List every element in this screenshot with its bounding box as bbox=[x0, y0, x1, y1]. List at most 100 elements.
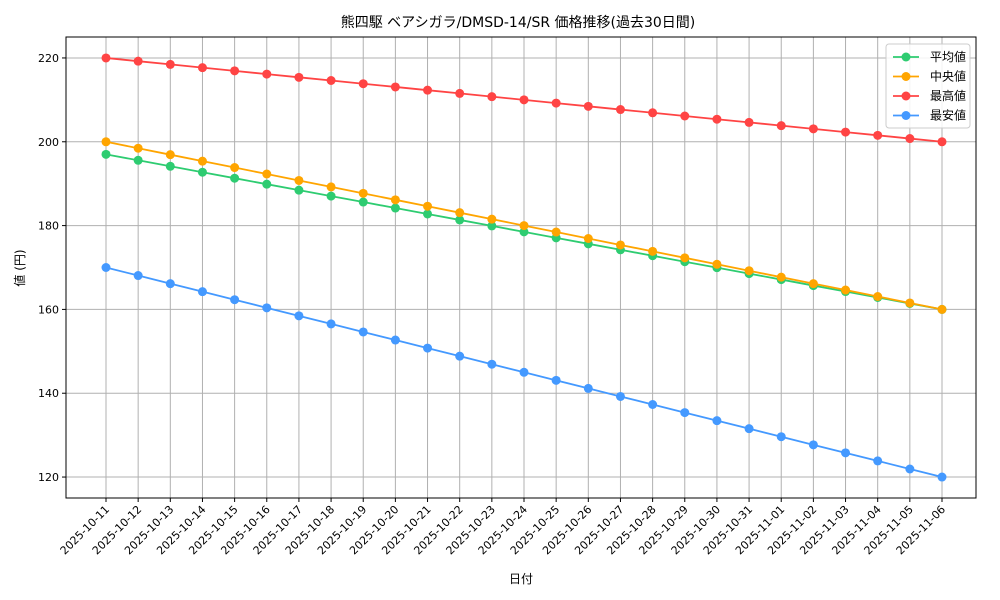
data-point bbox=[423, 201, 433, 211]
legend-marker bbox=[901, 111, 911, 120]
data-point bbox=[776, 121, 786, 131]
y-tick-label: 140 bbox=[38, 387, 59, 400]
chart-title: 熊四駆 ベアシガラ/DMSD-14/SR 価格推移(過去30日間) bbox=[341, 15, 696, 31]
y-axis: 120 140 160 180 200 220 bbox=[38, 52, 66, 484]
data-point bbox=[615, 240, 625, 250]
data-point bbox=[390, 195, 400, 205]
data-point bbox=[262, 69, 272, 79]
data-point bbox=[455, 88, 465, 98]
data-point bbox=[326, 319, 336, 329]
data-point bbox=[390, 335, 400, 345]
data-point bbox=[808, 279, 818, 289]
data-point bbox=[905, 298, 915, 308]
x-axis-label: 日付 bbox=[509, 572, 533, 586]
data-point bbox=[487, 214, 497, 224]
data-point bbox=[905, 464, 915, 474]
data-point bbox=[197, 167, 207, 177]
data-point bbox=[455, 351, 465, 361]
data-point bbox=[519, 221, 529, 231]
legend-box bbox=[885, 43, 971, 129]
data-point bbox=[519, 367, 529, 377]
data-point bbox=[165, 150, 175, 160]
series-layer bbox=[101, 53, 947, 482]
legend-item: 中央値 bbox=[893, 69, 966, 84]
data-point bbox=[326, 191, 336, 201]
data-point bbox=[487, 359, 497, 369]
data-point bbox=[583, 383, 593, 393]
data-point bbox=[326, 76, 336, 86]
data-point bbox=[455, 215, 465, 225]
data-point bbox=[905, 134, 915, 144]
data-point bbox=[519, 227, 529, 237]
data-point bbox=[873, 292, 883, 302]
data-point bbox=[165, 279, 175, 289]
data-point bbox=[744, 424, 754, 434]
data-point bbox=[165, 59, 175, 69]
data-point bbox=[262, 179, 272, 189]
data-point bbox=[680, 253, 690, 263]
data-point bbox=[841, 127, 851, 137]
data-point bbox=[358, 79, 368, 89]
data-point bbox=[551, 227, 561, 237]
data-point bbox=[358, 197, 368, 207]
x-axis: 2025-10-112025-10-122025-10-132025-10-14… bbox=[58, 498, 948, 557]
data-point bbox=[230, 163, 240, 173]
data-point bbox=[165, 161, 175, 171]
data-point bbox=[101, 53, 111, 63]
data-point bbox=[390, 82, 400, 92]
legend-label: 平均値 bbox=[930, 49, 966, 64]
legend-item: 最安値 bbox=[893, 108, 966, 123]
legend-label: 最安値 bbox=[930, 108, 966, 123]
data-point bbox=[262, 169, 272, 179]
series-2 bbox=[101, 53, 947, 147]
data-point bbox=[712, 259, 722, 269]
data-point bbox=[680, 408, 690, 418]
data-point bbox=[358, 327, 368, 337]
legend-marker bbox=[901, 72, 911, 81]
data-point bbox=[390, 203, 400, 213]
data-point bbox=[133, 271, 143, 281]
data-point bbox=[230, 173, 240, 183]
data-point bbox=[423, 209, 433, 219]
data-point bbox=[551, 375, 561, 385]
series-3 bbox=[101, 263, 947, 482]
data-point bbox=[262, 303, 272, 313]
y-tick-label: 220 bbox=[38, 52, 59, 65]
data-point bbox=[583, 101, 593, 111]
data-point bbox=[744, 117, 754, 127]
y-tick-label: 200 bbox=[38, 136, 59, 149]
data-point bbox=[648, 246, 658, 256]
data-point bbox=[873, 456, 883, 466]
data-point bbox=[358, 188, 368, 198]
data-point bbox=[487, 92, 497, 102]
data-point bbox=[197, 156, 207, 166]
data-point bbox=[937, 137, 947, 147]
series-1 bbox=[101, 137, 947, 314]
data-point bbox=[808, 124, 818, 134]
data-point bbox=[294, 72, 304, 82]
data-point bbox=[133, 155, 143, 165]
grid bbox=[66, 37, 976, 498]
data-point bbox=[423, 85, 433, 95]
data-point bbox=[937, 472, 947, 482]
y-tick-label: 180 bbox=[38, 220, 59, 233]
legend-item: 平均値 bbox=[893, 49, 966, 64]
data-point bbox=[294, 311, 304, 321]
data-point bbox=[648, 108, 658, 118]
data-point bbox=[712, 114, 722, 124]
data-point bbox=[551, 98, 561, 108]
data-point bbox=[841, 448, 851, 458]
legend-marker bbox=[901, 52, 911, 62]
legend-label: 最高値 bbox=[930, 88, 966, 103]
data-point bbox=[615, 391, 625, 401]
data-point bbox=[841, 285, 851, 295]
data-point bbox=[133, 56, 143, 66]
plot-frame bbox=[65, 36, 977, 499]
data-point bbox=[776, 432, 786, 442]
data-point bbox=[101, 137, 111, 147]
data-point bbox=[133, 143, 143, 153]
y-axis-label: 値 (円) bbox=[12, 249, 27, 286]
data-point bbox=[583, 233, 593, 243]
